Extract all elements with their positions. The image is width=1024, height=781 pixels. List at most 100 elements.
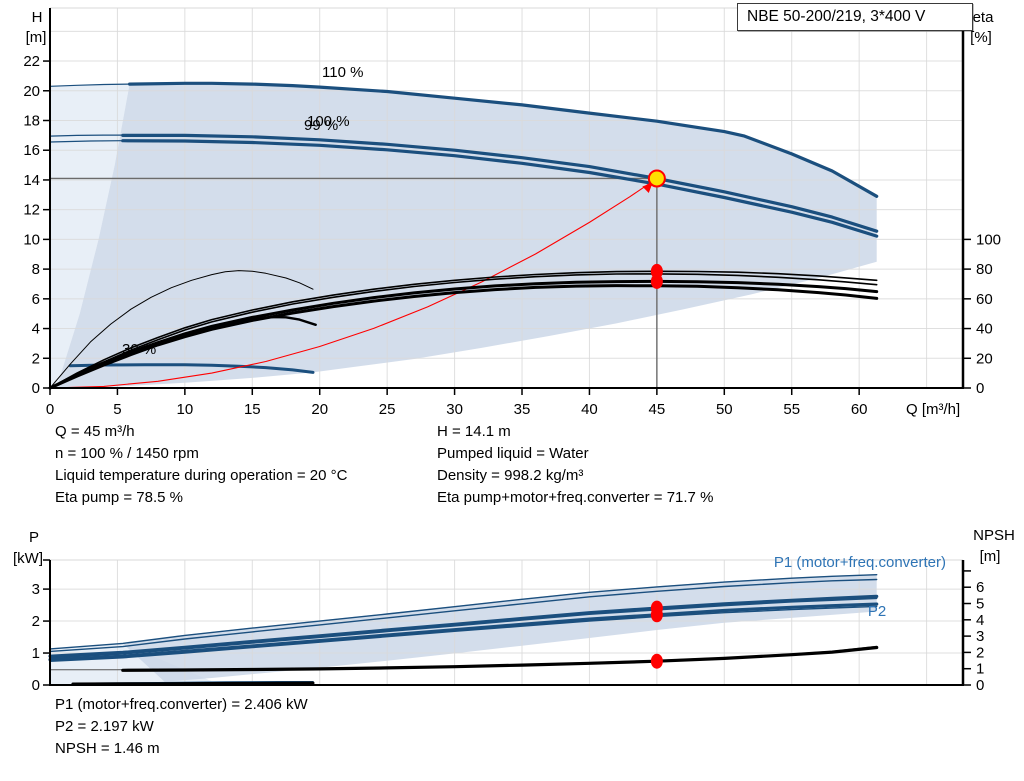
right-axis-tick-label: 4 (976, 612, 984, 629)
left-axis-tick-label: 10 (23, 231, 40, 248)
left-axis-title-2: [kW] (13, 550, 43, 567)
label-30pct: 30 % (122, 341, 156, 358)
left-axis-tick-label: 14 (23, 172, 40, 189)
right-axis-tick-label: 100 (976, 231, 1001, 248)
left-axis-tick-label: 12 (23, 202, 40, 219)
series-speed-30pct (68, 363, 315, 374)
allowed-operating-band-light (50, 84, 130, 388)
npsh-duty-dot (650, 653, 663, 669)
series-system-curve (49, 177, 658, 389)
series-p1-110pct (49, 574, 878, 650)
x-axis-tick-label: 50 (716, 401, 733, 418)
x-axis-tick-label: 60 (851, 401, 868, 418)
right-axis-tick-label: 0 (976, 380, 984, 397)
left-axis-tick-label: 1 (32, 645, 40, 662)
right-axis-tick-label: 5 (976, 596, 984, 613)
duty-point-arrowhead (642, 182, 653, 193)
series-speed-100pct (121, 133, 879, 233)
duty-point-marker[interactable] (647, 169, 666, 188)
right-axis-tick-label: 2 (976, 644, 984, 661)
left-axis-tick-label: 6 (32, 291, 40, 308)
left-axis-tick-label: 0 (32, 677, 40, 694)
duty-info-right: H = 14.1 m Pumped liquid = Water Density =… (437, 421, 713, 509)
x-axis-tick-label: 10 (177, 401, 194, 418)
info-line: NPSH = 1.46 m (55, 740, 160, 757)
series-eta-30pct (48, 315, 317, 390)
x-axis-tick-label: 15 (244, 401, 261, 418)
right-axis-title-1: NPSH (973, 527, 1015, 544)
left-axis-tick-label: 22 (23, 53, 40, 70)
right-axis-tick-label: 60 (976, 291, 993, 308)
series-eta-reduced-speed-arc (49, 270, 314, 389)
right-axis-title-2: [m] (980, 548, 1001, 565)
x-axis-tick-label: 30 (446, 401, 463, 418)
label-99pct: 99 % (304, 117, 338, 134)
series-speed-99pct-lead (49, 140, 124, 143)
right-axis-tick-label: 40 (976, 321, 993, 338)
info-line: P1 (motor+freq.converter) = 2.406 kW (55, 696, 308, 713)
right-axis-tick-label: 1 (976, 661, 984, 678)
series-npsh-30pct (71, 681, 315, 686)
series-speed-99pct (121, 139, 879, 238)
series-p2-100pct (48, 602, 879, 662)
info-line: Eta pump+motor+freq.converter = 71.7 % (437, 489, 714, 506)
x-axis-tick-label: 0 (46, 401, 54, 418)
x-axis-tick-label: 35 (514, 401, 531, 418)
right-axis-title-1: eta (973, 9, 995, 26)
left-axis-title-1: H (32, 9, 43, 26)
series-eta-pump-100pct (49, 270, 878, 389)
series-p1-100pct (48, 594, 879, 658)
x-axis-tick-label: 45 (649, 401, 666, 418)
x-axis-tick-label: 20 (311, 401, 328, 418)
duty-info-left: Q = 45 m³/h n = 100 % / 1450 rpm Liquid te… (55, 421, 347, 509)
info-line: Eta pump = 78.5 % (55, 489, 183, 506)
right-axis-tick-label: 0 (976, 677, 984, 694)
series-speed-110pct (128, 81, 879, 198)
left-axis-tick-label: 3 (32, 581, 40, 598)
series-p1-99pct (49, 597, 878, 659)
x-axis-title: Q [m³/h] (906, 401, 960, 418)
right-axis-tick-label: 6 (976, 579, 984, 596)
left-axis-tick-label: 8 (32, 261, 40, 278)
left-axis-title-1: P (29, 529, 39, 546)
left-axis-tick-label: 2 (32, 613, 40, 630)
eta-total-duty-dot (650, 273, 663, 289)
info-line: H = 14.1 m (437, 423, 511, 440)
series-eta-total-99pct (48, 284, 879, 390)
series-speed-100pct-lead (49, 134, 124, 137)
series-p2-110pct (49, 578, 878, 653)
info-line: n = 100 % / 1450 rpm (55, 445, 199, 462)
right-axis-tick-label: 80 (976, 261, 993, 278)
x-axis-tick-label: 55 (783, 401, 800, 418)
info-line: Density = 998.2 kg/m³ (437, 467, 584, 484)
pump-model-title: NBE 50-200/219, 3*400 V (737, 3, 973, 31)
info-line: Q = 45 m³/h (55, 423, 135, 440)
x-axis-tick-label: 5 (113, 401, 121, 418)
series-eta-pump-99pct (49, 273, 878, 389)
left-axis-tick-label: 20 (23, 83, 40, 100)
x-axis-tick-label: 25 (379, 401, 396, 418)
info-line: Liquid temperature during operation = 20… (55, 467, 348, 484)
left-axis-tick-label: 2 (32, 350, 40, 367)
label-100pct: 100 % (307, 113, 350, 130)
series-speed-110pct-lead (49, 83, 131, 87)
left-axis-title-2: [m] (26, 29, 47, 46)
label-p1: P1 (motor+freq.converter) (774, 554, 946, 571)
left-axis-tick-label: 0 (32, 380, 40, 397)
left-axis-tick-label: 18 (23, 112, 40, 129)
x-axis-tick-label: 40 (581, 401, 598, 418)
info-line: Pumped liquid = Water (437, 445, 589, 462)
allowed-operating-band (56, 83, 877, 388)
left-axis-tick-label: 16 (23, 142, 40, 159)
left-axis-tick-label: 4 (32, 321, 40, 338)
right-axis-tick-label: 3 (976, 628, 984, 645)
info-line: P2 = 2.197 kW (55, 718, 154, 735)
series-p2-99pct (49, 605, 878, 662)
right-axis-title-2: [%] (970, 29, 992, 46)
label-110pct: 110 % (322, 64, 363, 81)
label-p2: P2 (868, 603, 886, 620)
power-npsh-info: P1 (motor+freq.converter) = 2.406 kW P2 =… (55, 694, 308, 760)
right-axis-tick-label: 20 (976, 350, 993, 367)
